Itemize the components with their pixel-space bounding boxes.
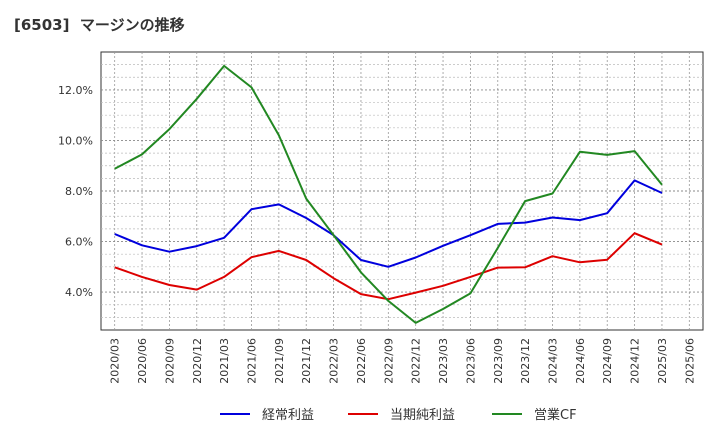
legend-label: 営業CF [534,407,577,423]
x-tick-label: 2024/03 [547,338,560,384]
legend-label: 当期純利益 [390,408,455,423]
y-tick-label: 6.0% [65,236,93,249]
x-tick-label: 2022/09 [382,338,395,384]
x-tick-label: 2023/03 [437,338,450,384]
y-tick-label: 4.0% [65,286,93,299]
x-tick-label: 2023/09 [492,338,505,384]
series-line-当期純利益 [114,232,663,301]
horizontal-gridlines [101,64,703,318]
series-line-経常利益 [114,179,663,268]
x-tick-label: 2022/06 [355,338,368,384]
x-tick-label: 2021/12 [300,338,313,384]
y-tick-label: 12.0% [58,84,93,97]
y-tick-label: 8.0% [65,185,93,198]
legend-label: 経常利益 [262,408,314,423]
x-tick-label: 2025/03 [656,338,669,384]
x-tick-label: 2022/12 [410,338,423,384]
x-tick-label: 2020/06 [136,338,149,384]
x-tick-label: 2021/03 [218,338,231,384]
x-tick-label: 2020/09 [163,338,176,384]
x-tick-label: 2022/03 [328,338,341,384]
legend: 経常利益 当期純利益 営業CF [220,407,577,423]
x-tick-label: 2020/03 [109,338,122,384]
x-tick-label: 2023/12 [519,338,532,384]
x-tick-label: 2024/09 [601,338,614,384]
y-tick-label: 10.0% [58,134,93,147]
y-axis-tick-labels: 4.0% 6.0% 8.0% 10.0% 12.0% [58,84,93,299]
x-tick-label: 2021/06 [246,338,259,384]
x-tick-label: 2021/09 [273,338,286,384]
x-tick-label: 2023/06 [464,338,477,384]
x-tick-label: 2024/12 [629,338,642,384]
x-tick-label: 2025/06 [683,338,696,384]
x-tick-label: 2024/06 [574,338,587,384]
series-lines [114,64,663,324]
series-line-営業CF [114,64,663,324]
x-tick-label: 2020/12 [191,338,204,384]
x-axis-tick-labels: 2020/03 2020/06 2020/09 2020/12 2021/03 2021/… [109,338,697,384]
chart-title: [6503] マージンの推移 [14,16,185,34]
